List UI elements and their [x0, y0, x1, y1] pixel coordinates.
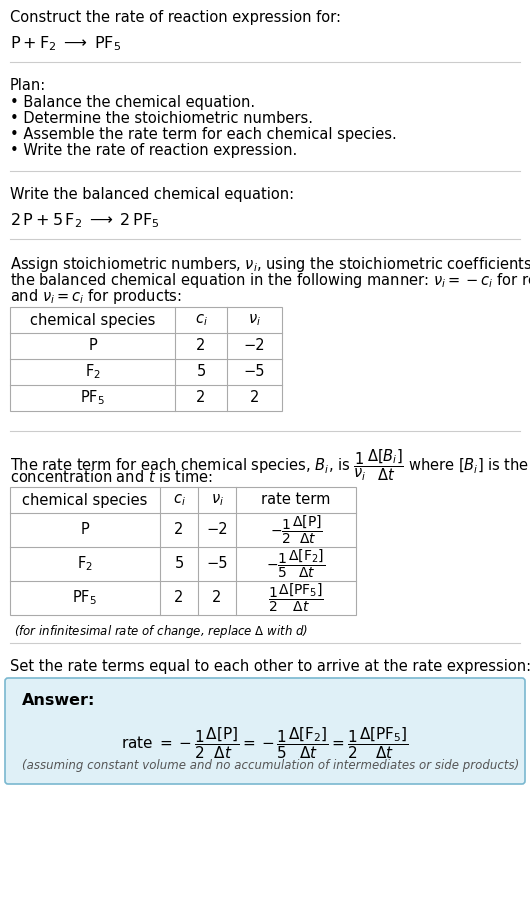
Text: rate term: rate term	[261, 492, 331, 508]
Text: (for infinitesimal rate of change, replace $\Delta$ with $d$): (for infinitesimal rate of change, repla…	[14, 623, 308, 640]
Text: $-\dfrac{1}{5}\dfrac{\Delta[\mathrm{F_2}]}{\Delta t}$: $-\dfrac{1}{5}\dfrac{\Delta[\mathrm{F_2}…	[267, 548, 325, 581]
Text: and $\nu_i = c_i$ for products:: and $\nu_i = c_i$ for products:	[10, 287, 182, 306]
Text: $\mathrm{PF_5}$: $\mathrm{PF_5}$	[80, 389, 105, 408]
Text: • Balance the chemical equation.: • Balance the chemical equation.	[10, 95, 255, 110]
Text: P: P	[88, 339, 97, 353]
Bar	[10, 487, 356, 615]
Bar	[10, 307, 282, 411]
Text: the balanced chemical equation in the following manner: $\nu_i = -c_i$ for react: the balanced chemical equation in the fo…	[10, 271, 530, 290]
Text: The rate term for each chemical species, $B_i$, is $\dfrac{1}{\nu_i}\dfrac{\Delt: The rate term for each chemical species,…	[10, 447, 530, 482]
Text: chemical species: chemical species	[30, 312, 155, 328]
Text: −5: −5	[206, 557, 228, 571]
Text: Answer:: Answer:	[22, 693, 95, 708]
Text: 2: 2	[174, 591, 184, 605]
Text: Assign stoichiometric numbers, $\nu_i$, using the stoichiometric coefficients, $: Assign stoichiometric numbers, $\nu_i$, …	[10, 255, 530, 274]
Text: 2: 2	[213, 591, 222, 605]
Text: $\mathrm{P + F_2 \;\longrightarrow\; PF_5}$: $\mathrm{P + F_2 \;\longrightarrow\; PF_…	[10, 34, 121, 53]
Text: $c_i$: $c_i$	[195, 312, 207, 328]
Text: 5: 5	[197, 365, 206, 379]
Text: rate $= -\dfrac{1}{2}\dfrac{\Delta[\mathrm{P}]}{\Delta t} = -\dfrac{1}{5}\dfrac{: rate $= -\dfrac{1}{2}\dfrac{\Delta[\math…	[121, 725, 409, 761]
Text: • Write the rate of reaction expression.: • Write the rate of reaction expression.	[10, 143, 297, 158]
Text: −2: −2	[206, 522, 228, 538]
Text: • Determine the stoichiometric numbers.: • Determine the stoichiometric numbers.	[10, 111, 313, 126]
Text: $c_i$: $c_i$	[173, 492, 185, 508]
Text: Set the rate terms equal to each other to arrive at the rate expression:: Set the rate terms equal to each other t…	[10, 659, 530, 674]
Text: 5: 5	[174, 557, 183, 571]
Text: −5: −5	[244, 365, 265, 379]
Text: $\mathrm{2\,P + 5\,F_2 \;\longrightarrow\; 2\,PF_5}$: $\mathrm{2\,P + 5\,F_2 \;\longrightarrow…	[10, 211, 160, 229]
FancyBboxPatch shape	[5, 678, 525, 784]
Text: 2: 2	[174, 522, 184, 538]
Text: • Assemble the rate term for each chemical species.: • Assemble the rate term for each chemic…	[10, 127, 397, 142]
Text: Write the balanced chemical equation:: Write the balanced chemical equation:	[10, 187, 294, 202]
Text: Construct the rate of reaction expression for:: Construct the rate of reaction expressio…	[10, 10, 341, 25]
Text: chemical species: chemical species	[22, 492, 148, 508]
Text: $\mathrm{F_2}$: $\mathrm{F_2}$	[77, 555, 93, 573]
Text: 2: 2	[196, 339, 206, 353]
Text: −2: −2	[244, 339, 266, 353]
Text: Plan:: Plan:	[10, 78, 46, 93]
Text: $\mathrm{F_2}$: $\mathrm{F_2}$	[84, 363, 101, 381]
Text: P: P	[81, 522, 90, 538]
Text: $\mathrm{PF_5}$: $\mathrm{PF_5}$	[73, 589, 98, 607]
Text: 2: 2	[250, 390, 259, 406]
Text: $\dfrac{1}{2}\dfrac{\Delta[\mathrm{PF_5}]}{\Delta t}$: $\dfrac{1}{2}\dfrac{\Delta[\mathrm{PF_5}…	[268, 581, 324, 614]
Text: concentration and $t$ is time:: concentration and $t$ is time:	[10, 469, 213, 485]
Text: 2: 2	[196, 390, 206, 406]
Text: $\nu_i$: $\nu_i$	[210, 492, 224, 508]
Text: $\nu_i$: $\nu_i$	[248, 312, 261, 328]
Text: $-\dfrac{1}{2}\dfrac{\Delta[\mathrm{P}]}{\Delta t}$: $-\dfrac{1}{2}\dfrac{\Delta[\mathrm{P}]}…	[270, 514, 322, 546]
Text: (assuming constant volume and no accumulation of intermediates or side products): (assuming constant volume and no accumul…	[22, 759, 519, 772]
